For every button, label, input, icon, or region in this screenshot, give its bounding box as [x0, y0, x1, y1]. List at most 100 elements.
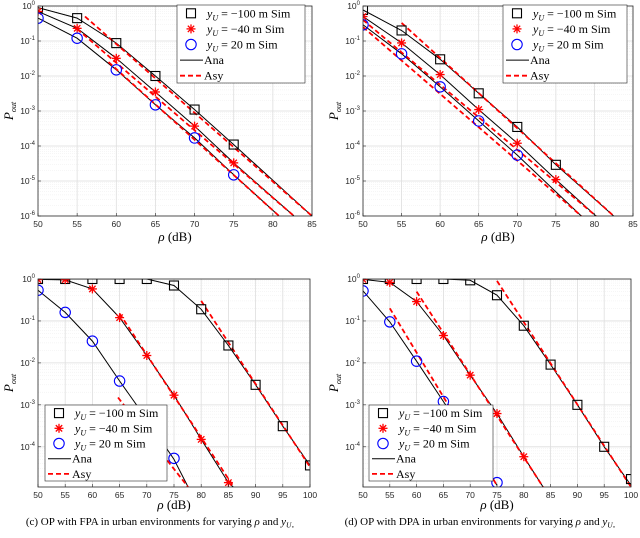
legend-item: yU = 20 m Sim: [185, 38, 278, 54]
y-tick-label: 10-5: [20, 176, 35, 186]
y-axis-sub: out: [334, 101, 343, 112]
data-point-square: [196, 304, 207, 315]
caption-text: .: [613, 519, 616, 531]
legend-label: yU = 20 m Sim: [206, 38, 278, 54]
y-tick-label: 10-3: [345, 106, 360, 116]
legend-var: y: [74, 406, 81, 420]
legend-label: yU = −100 m Sim: [532, 6, 617, 22]
star-stroke: [61, 279, 67, 284]
x-axis-label: ρ (dB): [479, 497, 513, 512]
y-tick-exp: -1: [30, 36, 36, 42]
star-stroke: [55, 424, 63, 432]
legend-label: Asy: [396, 467, 415, 481]
legend-rest: = 20 m Sim: [218, 38, 278, 52]
x-tick-label: 55: [397, 219, 407, 229]
legend-item: yU = −40 m Sim: [378, 421, 477, 437]
legend-var: y: [74, 421, 81, 435]
data-point-star: [512, 138, 522, 148]
y-tick-exp: -3: [30, 106, 36, 112]
legend-marker-star: [54, 423, 64, 433]
caption-var: ρ: [253, 516, 259, 528]
y-tick-exp: -4: [355, 141, 361, 147]
x-tick-label: 85: [628, 219, 638, 229]
legend-label: Ana: [396, 452, 417, 466]
data-point-star: [438, 330, 448, 340]
star-stroke: [187, 25, 195, 33]
data-point-star: [397, 38, 407, 48]
subplot-0: 50 55 60 65 70 75 80 85 100 10-1 10-2 10-3 10-4 10-5 1…: [1, 1, 317, 244]
data-point-square: [363, 6, 369, 16]
curves: [363, 279, 631, 487]
data-point-star: [169, 390, 179, 400]
x-tick-label: 95: [599, 490, 609, 500]
legend-sub: U: [538, 29, 545, 38]
data-point-star: [115, 313, 125, 323]
x-tick-label: 70: [190, 219, 200, 229]
star-stroke: [379, 424, 387, 432]
legend-marker-square: [377, 408, 389, 419]
data-point-circle: [38, 12, 44, 24]
y-axis-var: P: [1, 112, 16, 121]
y-axis-sub: out: [9, 101, 18, 112]
asy-line: [118, 313, 235, 487]
legend-rest: = −100 m Sim: [544, 6, 617, 20]
data-point-square: [189, 104, 200, 115]
y-tick-exp: -4: [30, 442, 36, 448]
legend-label: yU = −40 m Sim: [532, 22, 611, 38]
data-point-circle: [511, 149, 524, 161]
y-tick-label: 10-3: [20, 106, 35, 116]
legend-marker-star: [378, 423, 388, 433]
data-point-circle: [113, 375, 126, 387]
asy-line: [107, 61, 280, 216]
x-tick-label: 65: [474, 219, 484, 229]
legend-label: yU = −40 m Sim: [74, 421, 153, 437]
data-point-square: [168, 280, 180, 291]
data-point-square: [625, 474, 631, 485]
y-axis-sub: out: [334, 373, 343, 384]
legend-item: yU = −100 m Sim: [185, 6, 291, 22]
data-point-circle: [168, 452, 180, 465]
legend-item: Ana: [180, 53, 225, 67]
x-tick-label: 80: [590, 219, 600, 229]
legend-rest: = 20 m Sim: [410, 437, 470, 451]
grid: [363, 6, 633, 216]
data-point-circle: [472, 115, 485, 127]
x-axis-label: ρ (dB): [156, 497, 190, 512]
x-tick-label: 55: [72, 219, 82, 229]
legend-var: y: [398, 437, 405, 451]
y-tick-exp: -3: [30, 400, 36, 406]
y-tick-label: 10-2: [20, 71, 35, 81]
x-tick-label: 65: [439, 490, 449, 500]
y-tick-label: 10-4: [20, 141, 35, 151]
legend-marker-circle: [377, 437, 389, 450]
legend-rest: = −40 m Sim: [86, 421, 153, 435]
y-tick-label: 10-6: [20, 211, 35, 221]
data-point-square: [435, 54, 446, 65]
y-axis-var: P: [1, 384, 16, 393]
data-point-square: [599, 441, 610, 452]
legend-box: [176, 4, 306, 84]
x-tick-label: 55: [60, 490, 70, 500]
legend-sub: U: [80, 428, 87, 437]
data-point-square: [465, 279, 476, 286]
star-stroke: [520, 453, 528, 461]
legend-box: [44, 404, 168, 482]
y-tick-label: 100: [347, 274, 360, 284]
y-tick-label: 100: [22, 274, 35, 284]
data-point-star: [38, 279, 43, 285]
data-point-star: [229, 158, 239, 168]
legend-marker-square: [511, 8, 523, 19]
star-stroke: [363, 279, 367, 284]
legend-label: Asy: [530, 69, 549, 83]
legend-item: yU = −100 m Sim: [511, 6, 617, 22]
legend-rest: = −100 m Sim: [410, 406, 483, 420]
data-point-star: [435, 70, 445, 80]
legend-item: Ana: [506, 53, 551, 67]
data-point-circle: [71, 32, 83, 44]
y-tick-label: 10-5: [345, 176, 360, 186]
x-tick-label: 75: [169, 490, 179, 500]
x-tick-label: 50: [358, 490, 368, 500]
legend-sub: U: [404, 413, 411, 422]
legend-var: y: [532, 6, 539, 20]
x-axis-var: ρ: [479, 497, 486, 512]
